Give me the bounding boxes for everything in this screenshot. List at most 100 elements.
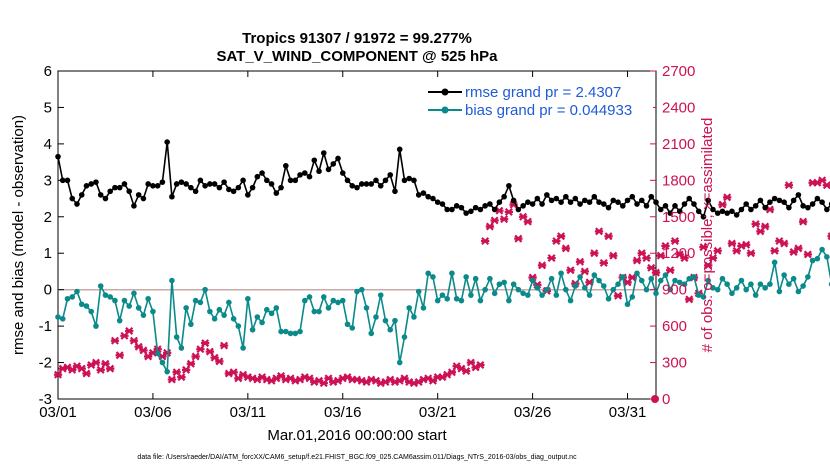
rmse-point xyxy=(809,201,816,207)
rmse-point xyxy=(368,181,375,187)
x-tick-label: 03/06 xyxy=(134,404,172,421)
bias-point xyxy=(525,292,531,298)
bias-point xyxy=(382,317,389,324)
rmse-point xyxy=(458,204,465,211)
rmse-point xyxy=(667,210,674,216)
legend: rmse grand pr = 2.4307 bias grand pr = 0… xyxy=(425,81,653,119)
obs-count-marker xyxy=(566,266,575,275)
obs-count-marker xyxy=(760,222,770,231)
rmse-point xyxy=(681,201,688,207)
rmse-point xyxy=(287,177,294,184)
rmse-point xyxy=(320,150,327,156)
rmse-point xyxy=(563,193,569,200)
obs-count-marker xyxy=(779,239,789,248)
bias-point xyxy=(116,317,123,324)
obs-count-marker xyxy=(594,227,604,236)
bias-point xyxy=(477,297,484,304)
bias-point xyxy=(207,308,213,315)
obs-count-marker xyxy=(742,240,751,249)
bias-point xyxy=(757,281,764,288)
bias-point xyxy=(358,286,365,293)
obs-count-marker xyxy=(746,249,756,258)
bias-point xyxy=(444,295,450,302)
rmse-point xyxy=(738,206,745,213)
rmse-point xyxy=(169,193,175,200)
rmse-point xyxy=(572,195,579,202)
bias-point xyxy=(392,317,398,324)
rmse-point xyxy=(93,179,99,185)
obs-count-marker xyxy=(613,291,623,300)
ticks-layer: 03/01 03/06 03/11 03/16 03/21 03/26 03/31 -3 -2 -… xyxy=(39,63,696,421)
rmse-point xyxy=(150,183,156,189)
rmse-point xyxy=(349,183,356,189)
bias-point xyxy=(691,274,697,280)
bias-point xyxy=(529,277,536,284)
rmse-point xyxy=(78,192,85,198)
rmse-point xyxy=(662,203,669,209)
obs-count-marker xyxy=(490,216,499,225)
rmse-point xyxy=(330,161,337,167)
bias-point xyxy=(501,279,507,286)
obs-count-marker xyxy=(628,273,637,282)
rmse-point xyxy=(776,197,783,204)
y-left-tick-label: 2 xyxy=(44,209,52,226)
y-right-tick-label: 2700 xyxy=(662,63,695,80)
obs-count-marker xyxy=(632,256,642,265)
rmse-point xyxy=(643,203,650,209)
bias-point xyxy=(268,310,275,317)
obs-count-marker xyxy=(794,244,803,253)
rmse-point xyxy=(325,166,332,173)
obs-count-marker xyxy=(642,254,651,263)
bias-point xyxy=(211,316,218,322)
obs-count-marker xyxy=(186,359,196,368)
bias-point xyxy=(97,283,104,289)
rmse-point xyxy=(306,173,313,180)
y-axis-label-left: rmse and bias (model - observation) xyxy=(10,115,27,355)
obs-count-marker xyxy=(205,347,215,356)
rmse-point xyxy=(268,181,275,187)
bias-point xyxy=(729,290,735,297)
obs-count-marker xyxy=(200,339,210,348)
rmse-point xyxy=(525,199,531,205)
rmse-point xyxy=(733,212,740,218)
legend-bias-marker xyxy=(441,106,449,114)
rmse-point xyxy=(192,188,199,195)
rmse-point xyxy=(501,193,507,200)
bias-point xyxy=(752,292,759,298)
rmse-point xyxy=(415,192,422,198)
bias-point xyxy=(681,281,688,288)
rmse-point xyxy=(83,183,90,189)
rmse-point xyxy=(183,181,189,187)
bias-point xyxy=(145,295,151,302)
rmse-point xyxy=(786,204,792,211)
rmse-point xyxy=(795,192,802,198)
obs-count-marker xyxy=(670,237,680,246)
bias-point xyxy=(411,314,417,320)
bias-point xyxy=(667,286,674,293)
obs-count-marker xyxy=(96,365,105,374)
rmse-point xyxy=(629,193,636,200)
rmse-point xyxy=(449,206,455,213)
bias-point xyxy=(591,272,598,278)
rmse-point xyxy=(358,181,365,187)
rmse-point xyxy=(520,203,526,209)
bias-point xyxy=(700,294,707,300)
obs-count-marker xyxy=(53,370,63,379)
x-tick-label: 03/26 xyxy=(514,404,552,421)
rmse-point xyxy=(719,208,726,215)
obs-count-marker xyxy=(580,267,589,276)
rmse-point xyxy=(567,199,574,205)
rmse-point xyxy=(135,192,142,198)
bias-point xyxy=(102,292,109,298)
bias-point xyxy=(154,350,161,357)
bias-point xyxy=(430,274,436,280)
bias-point xyxy=(55,314,61,320)
bias-point xyxy=(140,312,147,318)
bias-point xyxy=(349,325,356,331)
bias-point xyxy=(748,281,754,288)
bias-point xyxy=(320,294,327,300)
rmse-point xyxy=(534,195,541,202)
plot-area xyxy=(57,70,657,400)
y-right-tick-label: 2100 xyxy=(662,136,695,153)
bias-point xyxy=(420,305,427,311)
